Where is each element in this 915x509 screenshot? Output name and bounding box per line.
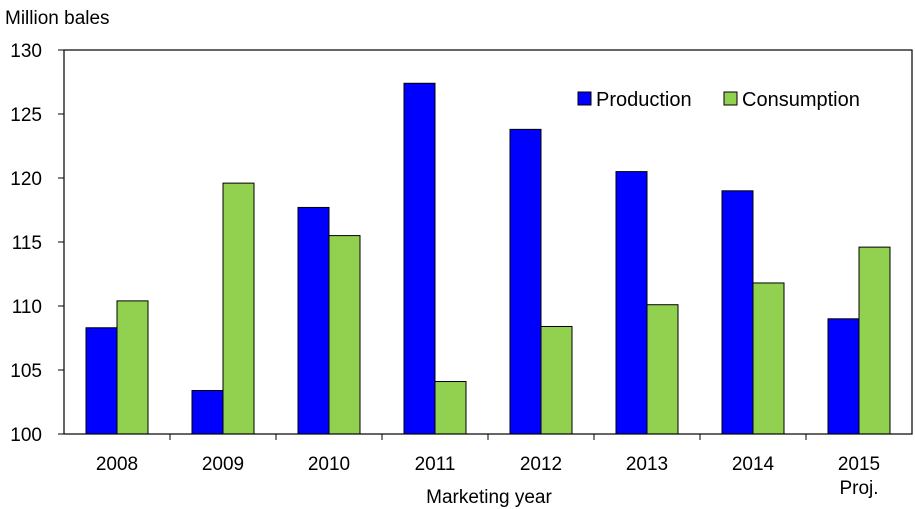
y-tick-label: 120 bbox=[10, 169, 42, 190]
x-tick-label: 2011 bbox=[415, 454, 456, 475]
legend-label-consumption: Consumption bbox=[742, 89, 860, 111]
bar-consumption-2013 bbox=[646, 304, 679, 435]
bar-production-2013 bbox=[615, 171, 648, 435]
bar-production-2015 bbox=[827, 318, 860, 435]
y-tick-label: 115 bbox=[12, 233, 42, 254]
legend-swatch-consumption bbox=[723, 91, 738, 106]
y-tick-label: 130 bbox=[10, 41, 42, 62]
y-axis-title: Million bales bbox=[5, 8, 110, 29]
y-tick-label: 110 bbox=[12, 297, 42, 318]
bar-production-2008 bbox=[85, 327, 118, 435]
y-axis: 100 105 110 115 120 125 130 bbox=[10, 41, 64, 446]
legend-label-production: Production bbox=[596, 89, 692, 111]
x-tick-label: 2013 bbox=[626, 454, 668, 475]
bar-consumption-2008 bbox=[116, 300, 149, 435]
bar-production-2011 bbox=[403, 82, 436, 435]
y-tick-label: 100 bbox=[10, 425, 42, 446]
y-tick-label: 105 bbox=[10, 361, 42, 382]
bar-production-2010 bbox=[297, 206, 330, 435]
bar-consumption-2010 bbox=[328, 235, 361, 435]
x-tick-label: 2012 bbox=[520, 454, 562, 475]
y-tick-label: 125 bbox=[10, 105, 42, 126]
legend-swatch-production bbox=[577, 91, 592, 106]
x-tick-sublabel: Proj. bbox=[839, 478, 878, 499]
x-tick-label: 2014 bbox=[732, 454, 775, 475]
x-tick-label: 2010 bbox=[308, 454, 350, 475]
bar-production-2014 bbox=[721, 190, 754, 435]
x-axis-title: Marketing year bbox=[426, 487, 552, 508]
bar-production-2009 bbox=[191, 389, 224, 435]
x-tick-label: 2008 bbox=[96, 454, 138, 475]
bar-consumption-2015 bbox=[858, 246, 891, 435]
bar-consumption-2009 bbox=[222, 182, 255, 435]
bar-production-2012 bbox=[509, 128, 542, 435]
bar-consumption-2011 bbox=[434, 381, 467, 435]
x-tick-label: 2009 bbox=[202, 454, 244, 475]
bar-consumption-2014 bbox=[752, 282, 785, 435]
x-axis: 2008 2009 2010 2011 2012 2013 2014 2015 Proj. bbox=[96, 434, 880, 499]
x-tick-label: 2015 bbox=[838, 454, 880, 475]
legend: Production Consumption bbox=[577, 89, 860, 111]
bars-group bbox=[85, 82, 891, 435]
bar-consumption-2012 bbox=[540, 325, 573, 435]
